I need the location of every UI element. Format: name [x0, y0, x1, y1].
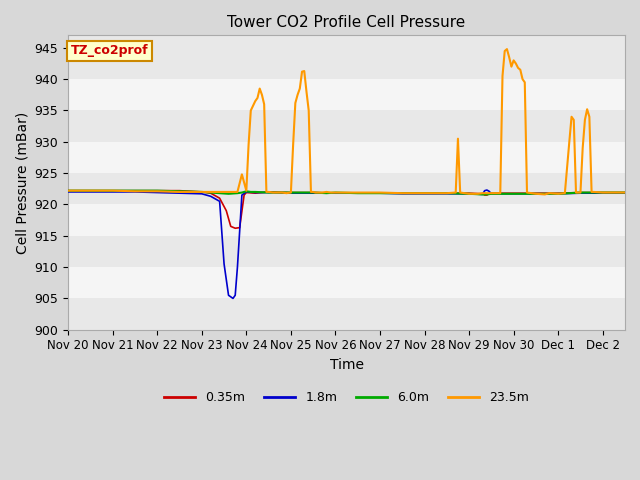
Bar [68, 142, 625, 173]
Bar [68, 48, 625, 79]
Bar [68, 236, 625, 267]
Y-axis label: Cell Pressure (mBar): Cell Pressure (mBar) [15, 111, 29, 253]
X-axis label: Time: Time [330, 358, 364, 372]
Bar [68, 204, 625, 236]
Text: TZ_co2prof: TZ_co2prof [71, 45, 148, 58]
Bar [68, 299, 625, 330]
Title: Tower CO2 Profile Cell Pressure: Tower CO2 Profile Cell Pressure [227, 15, 466, 30]
Legend: 0.35m, 1.8m, 6.0m, 23.5m: 0.35m, 1.8m, 6.0m, 23.5m [159, 386, 534, 409]
Bar [68, 173, 625, 204]
Bar [68, 110, 625, 142]
Bar [68, 79, 625, 110]
Bar [68, 267, 625, 299]
